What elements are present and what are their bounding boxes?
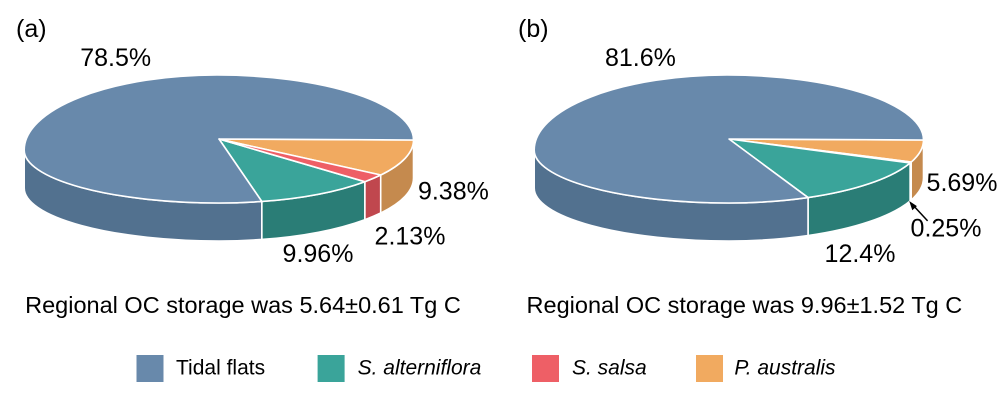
svg-text:S. salsa: S. salsa [572, 357, 647, 380]
svg-text:78.5%: 78.5% [80, 44, 151, 72]
svg-text:Tidal flats: Tidal flats [176, 357, 265, 380]
svg-text:9.38%: 9.38% [418, 178, 489, 206]
svg-text:5.69%: 5.69% [927, 169, 998, 197]
svg-text:Regional OC storage was 5.64±0: Regional OC storage was 5.64±0.61 Tg C [25, 292, 461, 318]
svg-text:S. alterniflora: S. alterniflora [358, 357, 482, 380]
svg-text:81.6%: 81.6% [605, 44, 676, 72]
svg-text:(b): (b) [518, 15, 549, 43]
svg-text:12.4%: 12.4% [825, 240, 896, 268]
svg-text:(a): (a) [16, 15, 47, 43]
svg-text:Regional OC storage was 9.96±1: Regional OC storage was 9.96±1.52 Tg C [527, 292, 963, 318]
svg-text:9.96%: 9.96% [283, 240, 354, 268]
svg-text:2.13%: 2.13% [375, 223, 446, 251]
svg-text:0.25%: 0.25% [911, 215, 982, 243]
svg-text:P. australis: P. australis [734, 357, 836, 380]
